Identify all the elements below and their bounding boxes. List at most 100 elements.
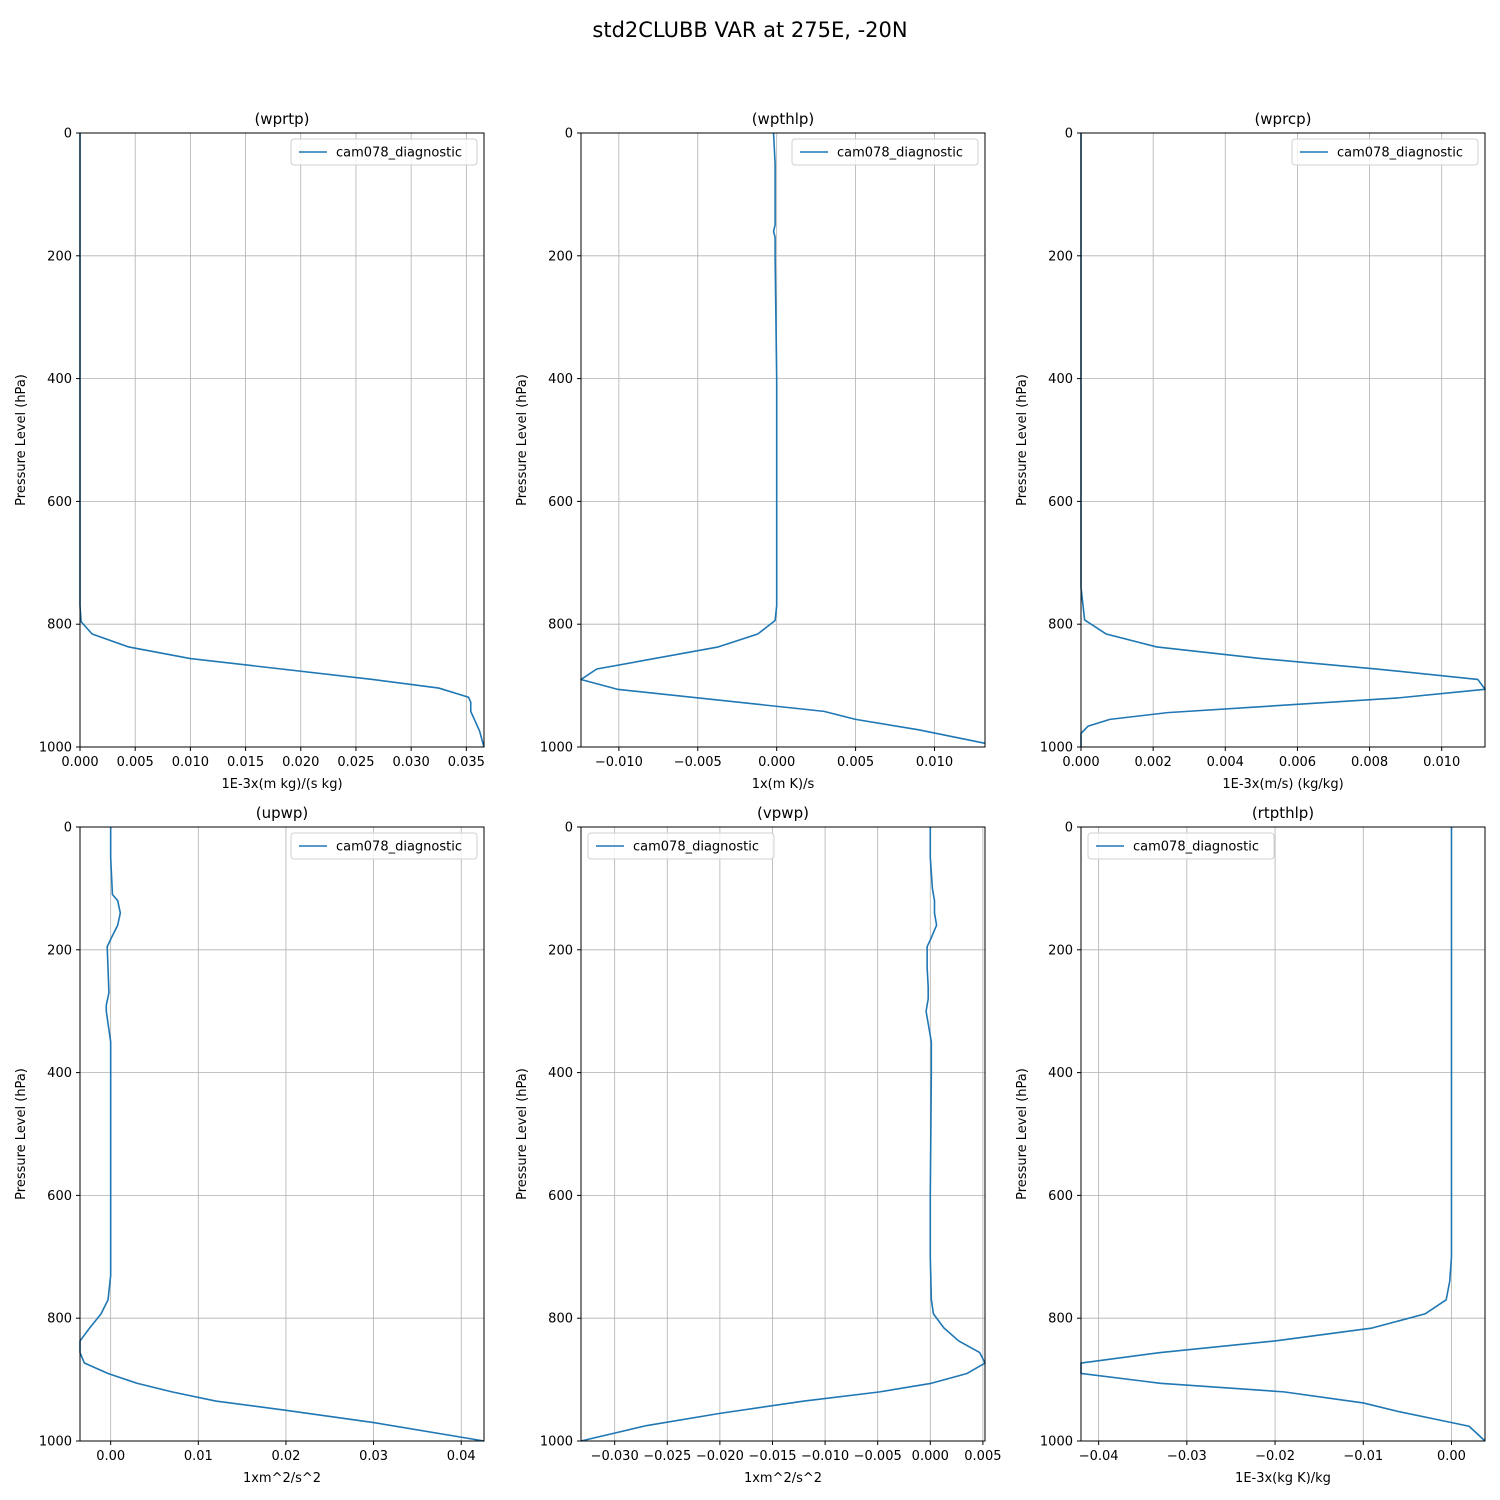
panel-title: (vpwp)	[757, 804, 809, 822]
chart-panel-3: 0.000 0.002 0.004 0.006 0.008 0.010 0 200 400 600…	[1015, 110, 1486, 792]
y-tick-label: 0	[64, 127, 72, 142]
y-tick-label: 600	[548, 1189, 573, 1204]
panel-title: (wprtp)	[254, 110, 309, 128]
x-tick-label: −0.010	[595, 755, 643, 770]
x-tick-label: 0.02	[271, 1449, 300, 1464]
y-tick-label: 1000	[540, 741, 573, 756]
y-axis-label: Pressure Level (hPa)	[1015, 374, 1030, 506]
legend: cam078_diagnostic	[587, 832, 775, 860]
y-tick-label: 600	[47, 495, 72, 510]
legend-label: cam078_diagnostic	[1133, 840, 1259, 855]
x-tick-label: 0.008	[1351, 755, 1388, 770]
y-tick-label: 800	[47, 1312, 72, 1327]
y-tick-label: 400	[1048, 372, 1073, 387]
plot-frame	[79, 826, 485, 1442]
legend-box	[1087, 832, 1275, 860]
series-line	[79, 827, 485, 1442]
x-tick-label: 0.04	[447, 1449, 476, 1464]
chart-panel-2: −0.010 −0.005 0.000 0.005 0.010 0 200 400 600 800…	[515, 110, 986, 792]
legend-box	[791, 138, 979, 166]
series-line	[580, 827, 986, 1442]
y-axis-label: Pressure Level (hPa)	[14, 1068, 29, 1200]
y-tick-label: 1000	[39, 741, 72, 756]
x-axis-label: 1E-3x(m kg)/(s kg)	[221, 777, 342, 792]
x-tick-label: −0.015	[748, 1449, 796, 1464]
y-tick-label: 0	[565, 821, 573, 836]
legend-label: cam078_diagnostic	[837, 146, 963, 161]
x-tick-label: 0.025	[337, 755, 374, 770]
legend-box	[290, 832, 478, 860]
legend-label: cam078_diagnostic	[336, 840, 462, 855]
plot-frame	[1080, 826, 1486, 1442]
x-tick-label: −0.030	[591, 1449, 639, 1464]
legend: cam078_diagnostic	[1291, 138, 1479, 166]
y-tick-label: 200	[1048, 249, 1073, 264]
legend: cam078_diagnostic	[290, 138, 478, 166]
x-tick-label: 0.01	[184, 1449, 213, 1464]
y-tick-label: 400	[548, 372, 573, 387]
legend-box	[587, 832, 775, 860]
y-tick-label: 400	[47, 372, 72, 387]
x-tick-label: −0.02	[1255, 1449, 1295, 1464]
series-line	[1080, 827, 1486, 1442]
panel-title: (upwp)	[256, 804, 309, 822]
y-tick-label: 400	[548, 1066, 573, 1081]
chart-panels: 0.000 0.005 0.010 0.015 0.020 0.025 0.030 0.035…	[14, 110, 1486, 1486]
y-tick-label: 1000	[540, 1435, 573, 1450]
legend-box	[1291, 138, 1479, 166]
y-tick-label: 200	[548, 943, 573, 958]
legend: cam078_diagnostic	[791, 138, 979, 166]
y-tick-label: 0	[64, 821, 72, 836]
y-tick-label: 600	[47, 1189, 72, 1204]
x-tick-label: 0.000	[912, 1449, 949, 1464]
x-tick-label: 0.005	[117, 755, 154, 770]
x-tick-label: −0.005	[674, 755, 722, 770]
x-tick-label: 0.004	[1207, 755, 1244, 770]
plot-frame	[1080, 132, 1486, 748]
x-tick-label: −0.020	[696, 1449, 744, 1464]
chart-panel-5: −0.030 −0.025 −0.020 −0.015 −0.010 −0.005 0.00…	[515, 804, 1002, 1486]
x-tick-label: 0.035	[448, 755, 485, 770]
x-tick-label: 0.010	[916, 755, 953, 770]
legend: cam078_diagnostic	[290, 832, 478, 860]
x-tick-label: 0.006	[1279, 755, 1316, 770]
plot-frame	[580, 132, 986, 748]
x-tick-label: −0.03	[1167, 1449, 1207, 1464]
x-tick-label: 0.000	[758, 755, 795, 770]
x-tick-label: 0.010	[172, 755, 209, 770]
x-tick-label: 0.020	[282, 755, 319, 770]
y-tick-label: 0	[565, 127, 573, 142]
x-tick-label: −0.010	[801, 1449, 849, 1464]
panel-title: (rtpthlp)	[1252, 804, 1314, 822]
chart-panel-4: 0.00 0.01 0.02 0.03 0.04 0 200 400 600 800 1000 (up…	[14, 804, 485, 1486]
x-tick-label: 0.010	[1423, 755, 1460, 770]
legend-box	[290, 138, 478, 166]
x-tick-label: 0.030	[393, 755, 430, 770]
plot-frame	[580, 826, 986, 1442]
x-axis-label: 1xm^2/s^2	[243, 1471, 321, 1486]
y-tick-label: 0	[1065, 821, 1073, 836]
x-axis-label: 1E-3x(m/s) (kg/kg)	[1222, 777, 1343, 792]
series-line	[580, 132, 986, 745]
x-tick-label: −0.005	[854, 1449, 902, 1464]
legend-label: cam078_diagnostic	[336, 146, 462, 161]
panel-title: (wprcp)	[1254, 110, 1311, 128]
legend-label: cam078_diagnostic	[1337, 146, 1463, 161]
x-tick-label: 0.005	[964, 1449, 1001, 1464]
x-tick-label: −0.025	[643, 1449, 691, 1464]
y-tick-label: 400	[1048, 1066, 1073, 1081]
y-tick-label: 200	[548, 249, 573, 264]
panel-title: (wpthlp)	[752, 110, 815, 128]
x-tick-label: 0.015	[227, 755, 264, 770]
x-tick-label: 0.03	[359, 1449, 388, 1464]
y-tick-label: 800	[1048, 618, 1073, 633]
y-axis-label: Pressure Level (hPa)	[1015, 1068, 1030, 1200]
y-tick-label: 400	[47, 1066, 72, 1081]
y-tick-label: 1000	[1040, 1435, 1073, 1450]
y-axis-label: Pressure Level (hPa)	[515, 374, 530, 506]
y-tick-label: 0	[1065, 127, 1073, 142]
y-tick-label: 600	[1048, 495, 1073, 510]
y-axis-label: Pressure Level (hPa)	[14, 374, 29, 506]
x-tick-label: 0.000	[61, 755, 98, 770]
